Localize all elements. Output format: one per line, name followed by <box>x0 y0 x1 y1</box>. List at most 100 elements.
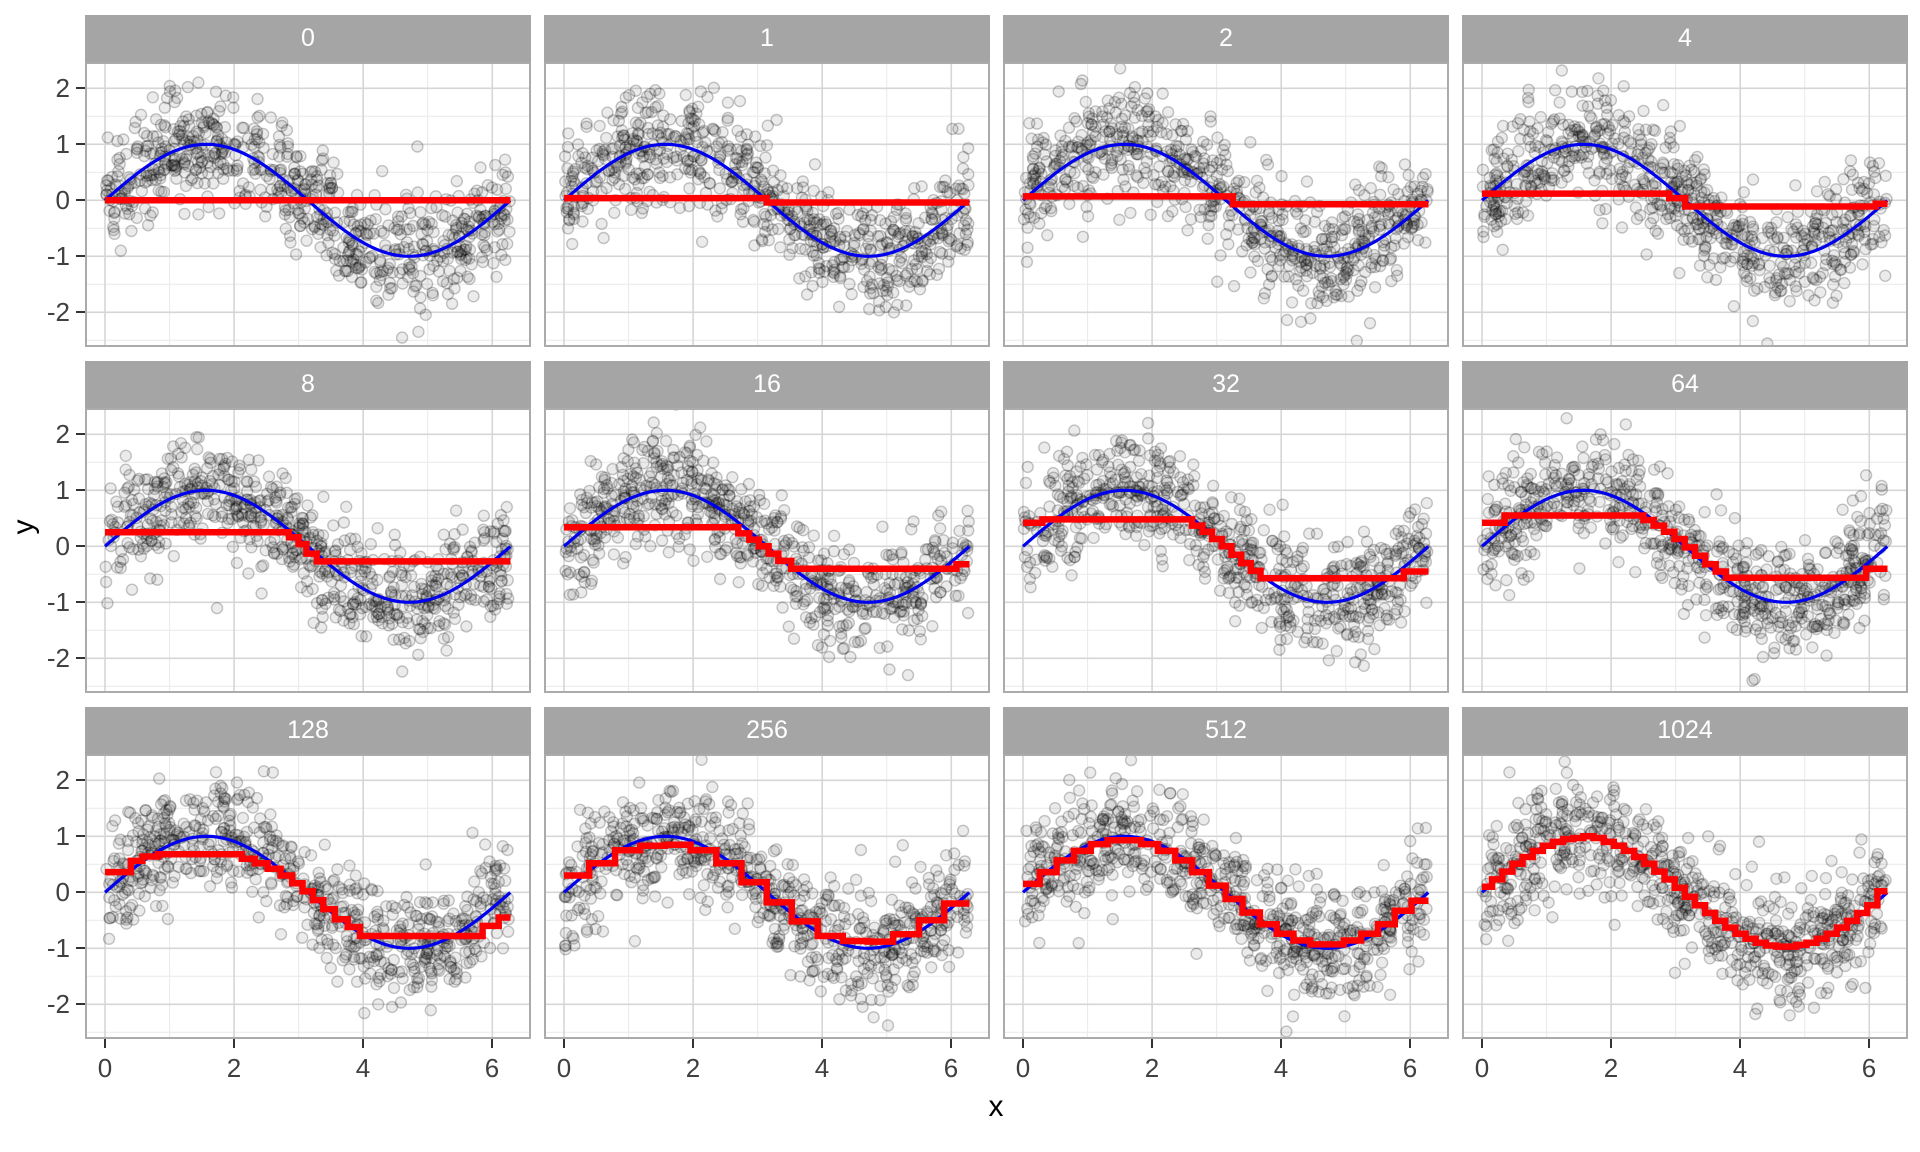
panel-border <box>85 754 531 1039</box>
x-tick-mark <box>821 1039 823 1048</box>
x-tick-label: 0 <box>97 1053 113 1083</box>
x-tick-mark <box>1022 1039 1024 1048</box>
y-tick-mark <box>76 311 85 313</box>
y-tick-label: -2 <box>46 297 70 327</box>
boosted-fit-line <box>1023 193 1429 208</box>
x-tick-label: 0 <box>556 1053 572 1083</box>
y-tick-label: -2 <box>46 989 70 1019</box>
x-tick-mark <box>1481 1039 1483 1048</box>
gridlines <box>1003 754 1449 1039</box>
y-tick-label: 2 <box>55 73 70 103</box>
scatter-points <box>100 765 515 1020</box>
facet-strip-label: 1 <box>760 24 774 52</box>
facet-strip-label: 128 <box>287 716 329 744</box>
y-tick-label: -2 <box>46 643 70 673</box>
y-tick-mark <box>76 255 85 257</box>
boosted-fit-line <box>105 850 511 940</box>
panel-background <box>85 62 531 347</box>
x-tick-label: 0 <box>1474 1053 1490 1083</box>
boosted-fit-line <box>1023 836 1429 948</box>
facet-strip-label: 32 <box>1212 370 1240 398</box>
panel-border <box>85 408 531 693</box>
y-tick-mark <box>76 87 85 89</box>
gridlines <box>1462 62 1908 347</box>
x-tick-label: 6 <box>943 1053 959 1083</box>
y-tick-mark <box>76 433 85 435</box>
x-tick-mark <box>491 1039 493 1048</box>
x-axis-title: x <box>988 1090 1004 1123</box>
gridlines <box>544 754 990 1039</box>
y-tick-label: 0 <box>55 877 70 907</box>
y-tick-label: 1 <box>55 129 70 159</box>
gridlines <box>1462 754 1908 1039</box>
x-tick-label: 4 <box>355 1053 371 1083</box>
panel-border <box>544 754 990 1039</box>
panel-border <box>1462 754 1908 1039</box>
y-tick-label: 2 <box>55 419 70 449</box>
facet-plot-1024 <box>1462 754 1908 1039</box>
y-tick-label: 1 <box>55 821 70 851</box>
boosted-fit-line <box>1482 190 1888 210</box>
boosted-fit-line <box>1482 833 1888 950</box>
gridlines <box>544 408 990 693</box>
facet-strip-label: 64 <box>1671 370 1699 398</box>
panel-border <box>1003 754 1449 1039</box>
gridlines <box>1003 62 1449 347</box>
panel-border <box>544 408 990 693</box>
facet-strip: 8 <box>85 361 531 408</box>
scatter-points <box>99 431 515 678</box>
y-tick-mark <box>76 1003 85 1005</box>
facet-plot-32 <box>1003 408 1449 693</box>
facet-plot-2 <box>1003 62 1449 347</box>
facet-strip-label: 4 <box>1678 24 1692 52</box>
facet-strip-label: 8 <box>301 370 315 398</box>
x-tick-label: 6 <box>1861 1053 1877 1083</box>
boosted-fit-line <box>564 841 970 945</box>
y-tick-label: 0 <box>55 531 70 561</box>
y-tick-label: 2 <box>55 765 70 795</box>
facet-strip: 128 <box>85 707 531 754</box>
x-tick-label: 4 <box>1273 1053 1289 1083</box>
x-tick-label: 2 <box>685 1053 701 1083</box>
panel-border <box>1003 62 1449 347</box>
x-tick-mark <box>104 1039 106 1048</box>
y-tick-mark <box>76 199 85 201</box>
facet-strip: 32 <box>1003 361 1449 408</box>
y-tick-mark <box>76 835 85 837</box>
x-tick-mark <box>362 1039 364 1048</box>
x-tick-mark <box>1610 1039 1612 1048</box>
x-tick-label: 4 <box>814 1053 830 1083</box>
boosted-fit-line <box>564 194 970 206</box>
x-tick-label: 2 <box>1603 1053 1619 1083</box>
scatter-points <box>558 754 974 1032</box>
facet-strip-label: 1024 <box>1657 716 1713 744</box>
x-tick-label: 2 <box>1144 1053 1160 1083</box>
facet-strip-label: 256 <box>746 716 788 744</box>
true-sine-line <box>1021 142 1430 258</box>
x-tick-mark <box>692 1039 694 1048</box>
panel-background <box>1003 408 1449 693</box>
facet-strip: 0 <box>85 15 531 62</box>
y-tick-mark <box>76 601 85 603</box>
x-tick-mark <box>233 1039 235 1048</box>
panel-border <box>1462 62 1908 347</box>
y-tick-label: -1 <box>46 933 70 963</box>
facet-strip: 16 <box>544 361 990 408</box>
y-tick-mark <box>76 779 85 781</box>
panel-border <box>1462 408 1908 693</box>
gridlines <box>85 408 531 693</box>
facet-strip: 256 <box>544 707 990 754</box>
x-tick-label: 4 <box>1732 1053 1748 1083</box>
boosted-fit-line <box>105 529 511 565</box>
x-tick-mark <box>950 1039 952 1048</box>
y-tick-label: -1 <box>46 587 70 617</box>
facet-strip-label: 2 <box>1219 24 1233 52</box>
panel-border <box>85 62 531 347</box>
facet-strip: 1024 <box>1462 707 1908 754</box>
boosted-fit-line <box>1482 512 1888 581</box>
x-tick-label: 0 <box>1015 1053 1031 1083</box>
x-tick-mark <box>1409 1039 1411 1048</box>
y-tick-label: 1 <box>55 475 70 505</box>
panel-border <box>544 62 990 347</box>
scatter-points <box>1476 64 1893 347</box>
